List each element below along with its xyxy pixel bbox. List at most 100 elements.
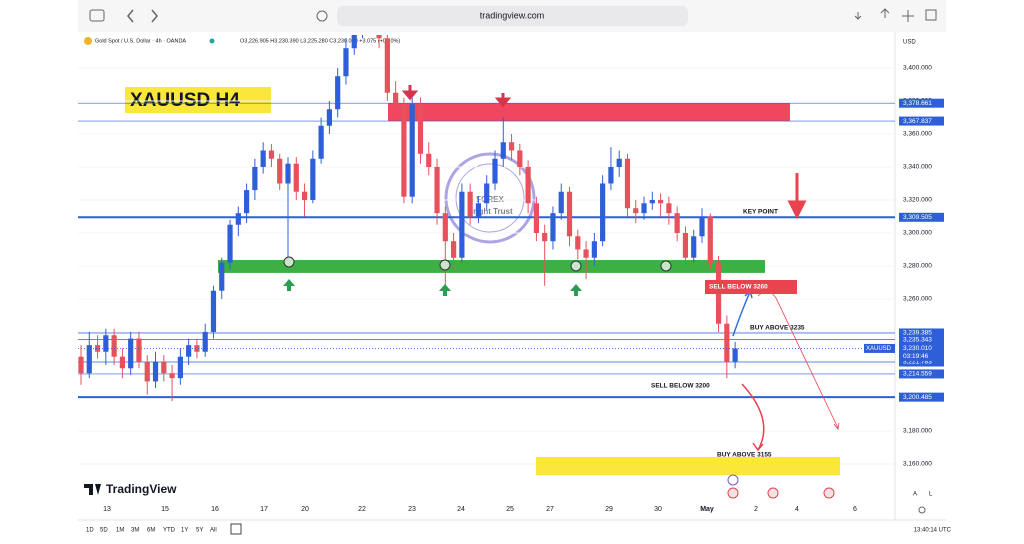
clock: 13:40:14 UTC (914, 528, 952, 534)
x-tick-label: 30 (654, 506, 662, 513)
candle-body (525, 166, 531, 204)
range-button[interactable]: 1D (86, 528, 94, 534)
candle-body (260, 150, 266, 167)
candle-body (583, 249, 589, 258)
y-tick-label: 3,160.000 (903, 461, 932, 468)
x-tick-label: 27 (546, 506, 554, 513)
browser-actions[interactable] (854, 8, 914, 22)
x-tick-label: 15 (161, 506, 169, 513)
candle-body (517, 150, 523, 167)
level-label: 3,378.661 (903, 100, 932, 107)
candle-body (293, 163, 299, 192)
currency[interactable]: USD (903, 40, 916, 46)
candle-body (277, 158, 283, 184)
x-tick-label: 4 (795, 506, 799, 513)
annotation: KEY POINT (743, 209, 778, 216)
candle-body (393, 92, 399, 105)
candle-body (268, 150, 275, 159)
level-label: 3,367.837 (903, 118, 932, 125)
candle-body (624, 158, 631, 209)
date-range-icon[interactable] (230, 523, 242, 535)
candle-body (682, 232, 689, 258)
candle-body (94, 345, 101, 352)
candle-body (86, 345, 92, 374)
settings-icon[interactable] (918, 506, 926, 514)
annotation: BUY ABOVE 3235 (750, 325, 805, 332)
range-button[interactable]: 3M (131, 528, 139, 534)
sell-arrow (741, 383, 765, 452)
candle-body (475, 203, 482, 217)
candle-body (235, 213, 241, 225)
tabs-button[interactable] (925, 9, 937, 21)
candle-body (210, 290, 217, 332)
candle-body (152, 361, 159, 382)
candle-body (533, 203, 539, 233)
range-button[interactable]: 5Y (196, 528, 203, 534)
range-button[interactable]: 1M (116, 528, 124, 534)
candle-body (144, 361, 150, 382)
candle-body (442, 213, 448, 242)
candle-body (732, 348, 738, 362)
title-highlight (125, 87, 271, 113)
y-tick-label: 3,360.000 (903, 131, 932, 138)
candle-body (575, 236, 581, 250)
candle-body (467, 191, 473, 217)
level-tag (899, 116, 944, 126)
candle-body (136, 338, 142, 362)
event-icons (727, 474, 835, 499)
candle-body (202, 331, 208, 352)
status-dot (209, 38, 215, 44)
range-button[interactable]: 6M (147, 528, 155, 534)
nav-buttons[interactable] (127, 9, 158, 23)
auto-scale[interactable]: A (913, 492, 917, 498)
candle-body (401, 104, 407, 197)
candle-body (335, 76, 341, 110)
candle-body (103, 335, 109, 352)
candle-body (417, 104, 424, 154)
range-button[interactable]: YTD (163, 528, 176, 534)
branding: TradingView (106, 482, 177, 496)
candle-body (301, 191, 308, 200)
up-arrows (283, 279, 582, 296)
level-label: 3,214.559 (903, 371, 932, 378)
x-tick-label: 24 (457, 506, 465, 513)
candle-body (219, 262, 225, 291)
countdown: 03:19:46 (903, 353, 929, 360)
touch-circles (283, 256, 672, 272)
log-scale[interactable]: L (929, 492, 933, 498)
candle-body (343, 48, 349, 77)
current-price-label: 3,230.010 (903, 345, 932, 352)
candle-body (326, 109, 332, 126)
sidebar-button[interactable] (89, 9, 105, 22)
symbol-icon (84, 37, 92, 45)
symbol-name: Gold Spot / U.S. Dollar · 4h · OANDA (95, 38, 186, 44)
range-button[interactable]: 5D (100, 528, 108, 534)
y-tick-label: 3,180.000 (903, 428, 932, 435)
x-tick-label: 29 (605, 506, 613, 513)
address-bar[interactable] (337, 6, 688, 26)
projection-path (757, 287, 840, 430)
annotation: SELL BELOW 3260 (709, 284, 768, 291)
x-tick-label: 6 (853, 506, 857, 513)
candle-body (707, 216, 713, 263)
watermark-name: Bright Trust (467, 207, 513, 216)
candle-body (111, 335, 117, 357)
level-label: 3,221.783 (903, 359, 932, 366)
zone (536, 457, 840, 475)
candle-body (633, 208, 639, 214)
candle-body (409, 104, 415, 197)
candle-body (492, 158, 498, 184)
candle-body (186, 345, 192, 357)
range-button[interactable]: 1Y (181, 528, 188, 534)
y-tick-label: 3,280.000 (903, 263, 932, 270)
candle-body (244, 190, 250, 214)
candle-body (318, 125, 324, 159)
level-label: 3,200.485 (903, 394, 932, 401)
level-label: 3,309.505 (903, 214, 932, 221)
chart-layer: 3,160.0003,180.0003,200.0003,220.0003,24… (78, 35, 944, 475)
candle-body (451, 241, 457, 258)
down-arrow (787, 173, 807, 220)
x-tick-label: 20 (301, 506, 309, 513)
range-button[interactable]: All (210, 528, 217, 534)
